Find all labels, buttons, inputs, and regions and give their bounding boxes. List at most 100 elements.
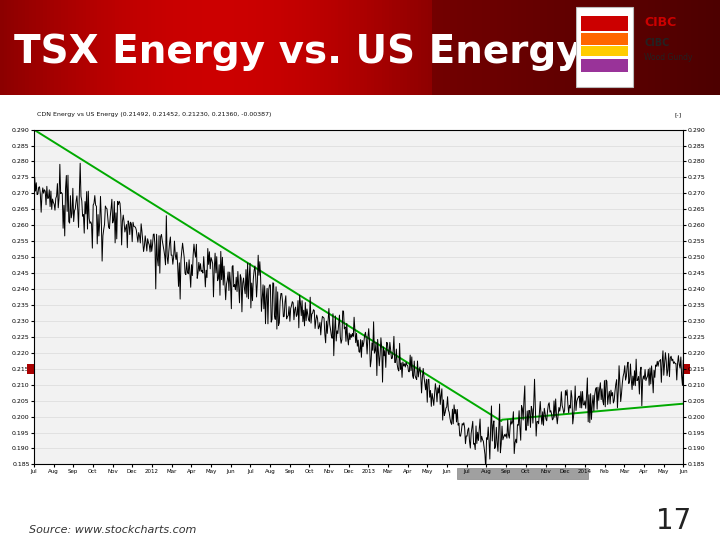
Bar (202, 0, 206, 94)
Bar (533, 0, 537, 94)
Bar (277, 0, 282, 94)
Bar (176, 0, 181, 94)
Bar (475, 0, 480, 94)
Bar (706, 0, 710, 94)
Bar (76, 0, 80, 94)
Bar (299, 0, 303, 94)
Bar (616, 0, 620, 94)
Bar (716, 0, 720, 94)
Bar (598, 0, 602, 94)
Bar (256, 0, 260, 94)
Bar (590, 0, 595, 94)
Bar (58, 0, 62, 94)
Bar (32, 0, 37, 94)
Bar (166, 0, 170, 94)
Bar (536, 0, 541, 94)
Bar (61, 0, 66, 94)
Bar (65, 0, 69, 94)
Bar (14, 0, 19, 94)
Bar (25, 0, 30, 94)
Text: CDN Energy vs US Energy (0.21492, 0.21452, 0.21230, 0.21360, -0.00387): CDN Energy vs US Energy (0.21492, 0.2145… (37, 112, 271, 117)
Bar (490, 0, 494, 94)
Bar (234, 0, 238, 94)
Bar (457, 468, 588, 480)
Bar (119, 0, 123, 94)
Bar (655, 0, 660, 94)
Bar (130, 0, 134, 94)
Bar (356, 0, 361, 94)
Bar (580, 0, 584, 94)
Bar (648, 0, 652, 94)
Bar (11, 0, 15, 94)
Bar (576, 0, 580, 94)
Bar (418, 0, 422, 94)
Bar (346, 0, 350, 94)
Bar (500, 0, 505, 94)
Bar (670, 0, 674, 94)
Bar (652, 0, 656, 94)
Bar (497, 0, 501, 94)
Bar (40, 0, 44, 94)
Bar (288, 0, 292, 94)
Bar (572, 0, 577, 94)
Bar (594, 0, 598, 94)
Bar (90, 0, 94, 94)
Text: 17: 17 (656, 507, 691, 535)
Text: TSX Energy vs. US Energy: TSX Energy vs. US Energy (14, 33, 582, 71)
Bar (583, 0, 588, 94)
Bar (364, 0, 368, 94)
Bar (295, 0, 300, 94)
Bar (454, 0, 458, 94)
Bar (331, 0, 336, 94)
Bar (79, 0, 84, 94)
Bar (691, 0, 696, 94)
Bar (698, 0, 703, 94)
Bar (162, 0, 166, 94)
Bar (403, 0, 408, 94)
Bar (148, 0, 152, 94)
Bar (540, 0, 544, 94)
Bar (662, 0, 667, 94)
Bar (158, 0, 163, 94)
Bar (482, 0, 487, 94)
Bar (281, 0, 285, 94)
Bar (385, 0, 390, 94)
Bar (626, 0, 631, 94)
Bar (191, 0, 195, 94)
Bar (367, 0, 372, 94)
Bar (450, 0, 454, 94)
Bar (137, 0, 141, 94)
Bar (169, 0, 174, 94)
Bar (680, 0, 685, 94)
Bar (266, 0, 271, 94)
Bar (310, 0, 314, 94)
Bar (464, 0, 469, 94)
Bar (68, 0, 73, 94)
Bar (582, 33, 628, 45)
Bar (292, 0, 296, 94)
Bar (227, 0, 231, 94)
Bar (392, 0, 397, 94)
Bar (551, 0, 555, 94)
Bar (133, 0, 138, 94)
Bar (526, 0, 530, 94)
Bar (72, 0, 76, 94)
Bar (115, 0, 120, 94)
Bar (666, 0, 670, 94)
Bar (382, 0, 386, 94)
Bar (349, 0, 354, 94)
Bar (50, 0, 55, 94)
Bar (194, 0, 199, 94)
Bar (27, 364, 34, 374)
Bar (637, 0, 642, 94)
Bar (608, 0, 613, 94)
Bar (400, 0, 404, 94)
Bar (443, 0, 447, 94)
Bar (410, 0, 415, 94)
Bar (241, 0, 246, 94)
Bar (582, 59, 628, 72)
Bar (238, 0, 242, 94)
Bar (421, 0, 426, 94)
Bar (587, 0, 591, 94)
Bar (493, 0, 498, 94)
